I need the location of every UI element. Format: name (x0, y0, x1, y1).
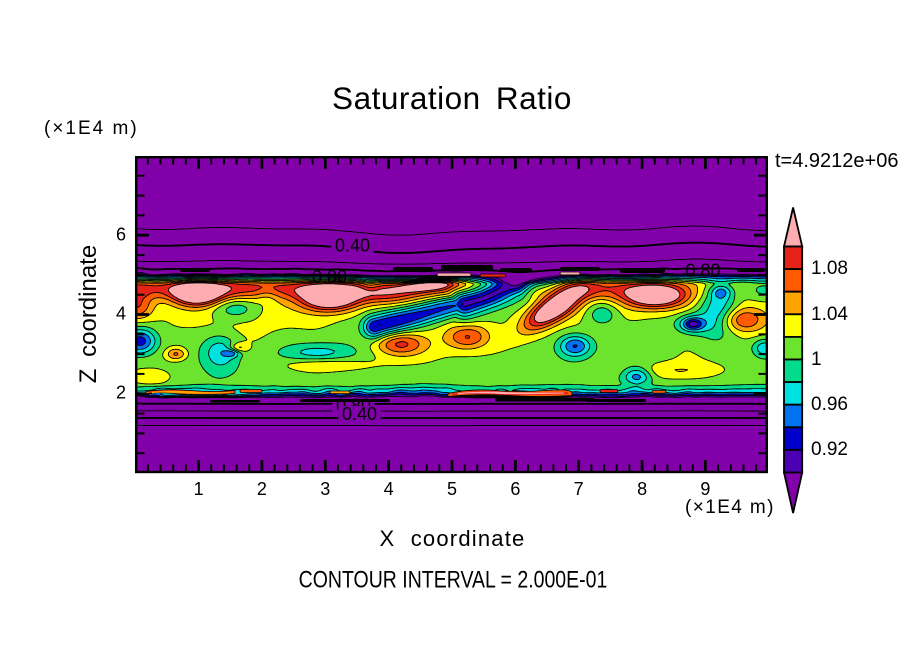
svg-text:0.40: 0.40 (335, 236, 370, 256)
svg-text:0.40: 0.40 (342, 404, 377, 424)
svg-text:0.80: 0.80 (685, 261, 720, 281)
svg-text:0.80: 0.80 (312, 267, 347, 287)
